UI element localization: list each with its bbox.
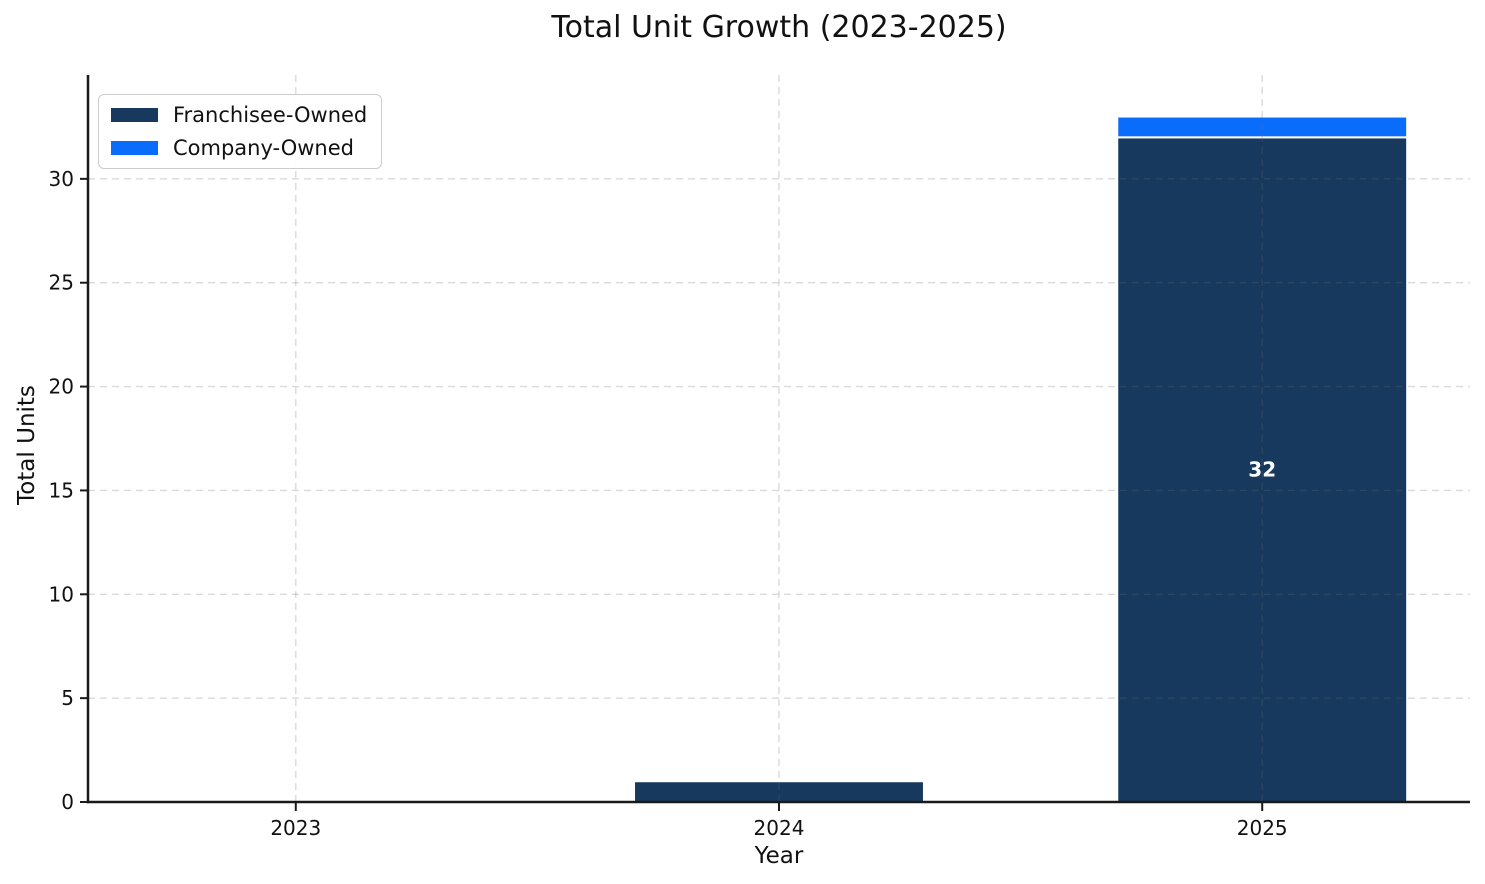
chart-title: Total Unit Growth (2023-2025) (551, 10, 1007, 45)
franchisee-owned-swatch-icon (111, 108, 158, 122)
y-tick-label: 15 (49, 478, 74, 502)
bar-segment-franchisee-owned-2025 (1116, 136, 1409, 804)
x-tick-label: 2023 (270, 816, 321, 840)
legend-item-company-owned: Company-Owned (111, 136, 367, 160)
y-tick-label: 5 (61, 686, 74, 710)
y-tick-label: 0 (61, 790, 74, 814)
x-axis-label: Year (754, 843, 804, 869)
bar-value-label: 32 (1248, 458, 1276, 482)
y-tick-label: 20 (49, 375, 74, 399)
legend-label-franchisee-owned: Franchisee-Owned (173, 103, 368, 127)
legend-label-company-owned: Company-Owned (173, 136, 354, 160)
y-tick-label: 30 (49, 167, 74, 191)
legend: Franchisee-Owned Company-Owned (98, 94, 383, 169)
legend-item-franchisee-owned: Franchisee-Owned (111, 103, 367, 127)
y-tick-label: 25 (49, 271, 74, 295)
x-tick-label: 2024 (754, 816, 805, 840)
bar-segment-company-owned-2025 (1116, 115, 1409, 139)
y-tick-label: 10 (49, 582, 74, 606)
company-owned-swatch-icon (111, 141, 158, 155)
x-tick-label: 2025 (1237, 816, 1288, 840)
